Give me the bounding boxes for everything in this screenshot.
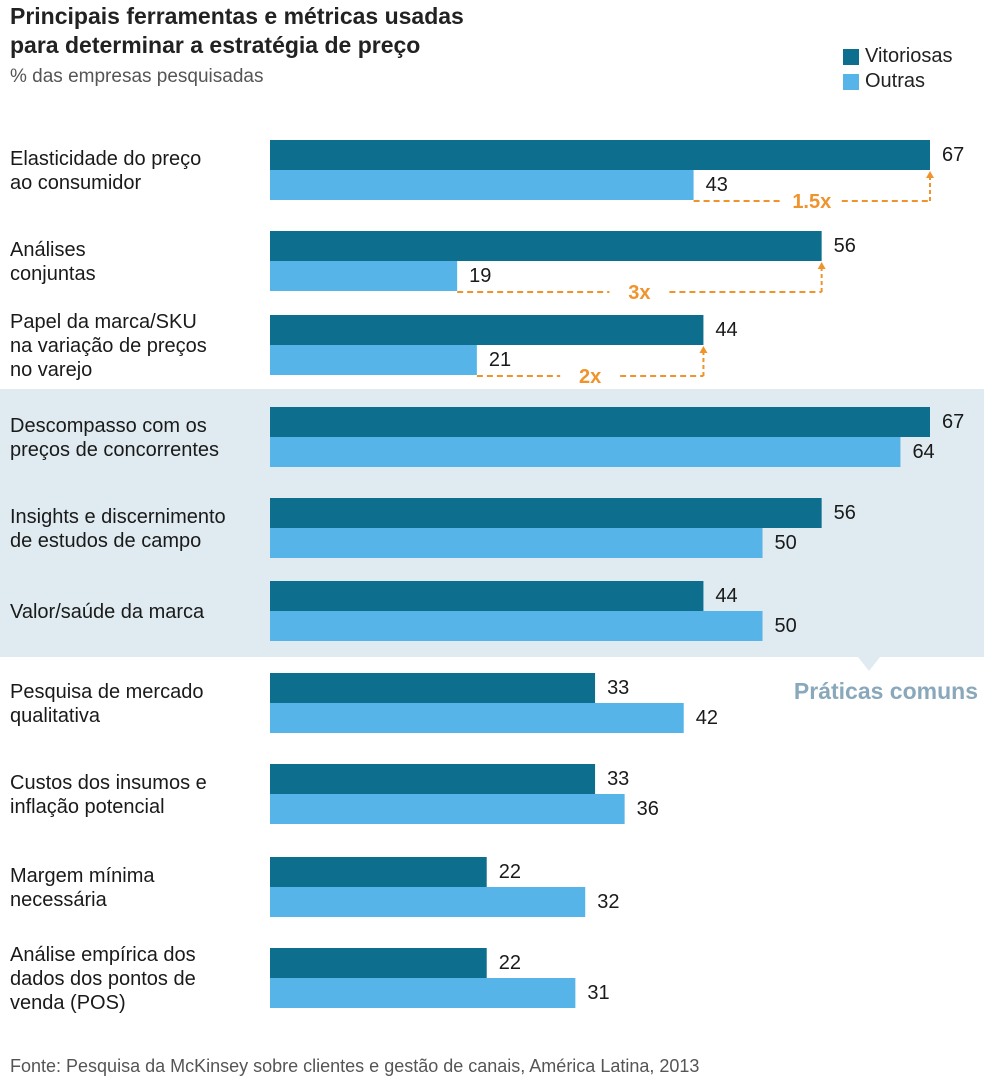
category-label-line: Descompasso com os xyxy=(10,415,207,437)
category-label-line: no varejo xyxy=(10,359,92,381)
category-label-line: venda (POS) xyxy=(10,992,126,1014)
bar-outras-8 xyxy=(270,887,586,917)
bar-chart: Práticas comuns Elasticidade do preço ao c… xyxy=(0,140,984,1014)
bar-vitoriosas-1 xyxy=(270,231,822,261)
category-label-line: Margem mínima xyxy=(10,865,155,887)
chart-title: Principais ferramentas e métricas usadas… xyxy=(10,2,464,60)
category-label-line: preços de concorrentes xyxy=(10,439,219,461)
value-label-outras-8: 32 xyxy=(597,891,619,913)
category-label-line: na variação de preços xyxy=(10,335,207,357)
value-label-vitoriosas-0: 67 xyxy=(942,144,964,166)
bar-vitoriosas-4 xyxy=(270,498,822,528)
value-label-vitoriosas-3: 67 xyxy=(942,411,964,433)
category-label-line: dados dos pontos de xyxy=(10,968,196,990)
legend-label-vitoriosas: Vitoriosas xyxy=(865,45,953,67)
bar-outras-5 xyxy=(270,611,763,641)
category-label-7: Custos dos insumos e inflação potencial xyxy=(10,772,207,818)
bar-outras-6 xyxy=(270,703,684,733)
category-label-line: inflação potencial xyxy=(10,796,165,818)
value-label-vitoriosas-7: 33 xyxy=(607,768,629,790)
category-label-line: Valor/saúde da marca xyxy=(10,601,205,623)
category-label-line: Papel da marca/SKU xyxy=(10,311,197,333)
annotation-arrowhead-1 xyxy=(817,262,826,269)
category-label-line: necessária xyxy=(10,889,108,911)
bar-vitoriosas-9 xyxy=(270,948,487,978)
chart-title-line-1: Principais ferramentas e métricas usadas xyxy=(10,3,464,29)
bar-vitoriosas-3 xyxy=(270,407,930,437)
category-label-1: Análises conjuntas xyxy=(10,239,96,285)
bar-outras-1 xyxy=(270,261,458,291)
source-note: Fonte: Pesquisa da McKinsey sobre client… xyxy=(10,1056,700,1076)
bar-outras-3 xyxy=(270,437,901,467)
annotation-label-1: 3x xyxy=(628,282,650,304)
category-label-line: Análise empírica dos xyxy=(10,944,196,966)
category-label-line: qualitativa xyxy=(10,705,101,727)
category-label-line: Pesquisa de mercado xyxy=(10,681,203,703)
bar-outras-0 xyxy=(270,170,694,200)
legend: Vitoriosas Outras xyxy=(843,44,952,94)
bar-outras-9 xyxy=(270,978,576,1008)
value-label-outras-9: 31 xyxy=(587,982,609,1004)
category-label-line: de estudos de campo xyxy=(10,530,201,552)
annotation-arrowhead-0 xyxy=(926,171,934,178)
category-label-2: Papel da marca/SKU na variação de preços n… xyxy=(10,311,207,381)
annotation-arrowhead-2 xyxy=(699,346,708,353)
category-label-5: Valor/saúde da marca xyxy=(10,601,205,623)
category-label-line: Análises xyxy=(10,239,86,261)
category-label-4: Insights e discernimento de estudos de ca… xyxy=(10,506,226,552)
category-label-line: Custos dos insumos e xyxy=(10,772,207,794)
bar-vitoriosas-5 xyxy=(270,581,704,611)
value-label-outras-3: 64 xyxy=(912,441,934,463)
category-label-3: Descompasso com os preços de concorrentes xyxy=(10,415,219,461)
legend-swatch-vitoriosas xyxy=(843,48,859,65)
category-label-line: Insights e discernimento xyxy=(10,506,226,528)
bar-outras-2 xyxy=(270,345,477,375)
category-label-0: Elasticidade do preço ao consumidor xyxy=(10,148,201,194)
legend-label-outras: Outras xyxy=(865,70,926,92)
bar-vitoriosas-7 xyxy=(270,764,596,794)
value-label-outras-1: 19 xyxy=(469,265,491,287)
highlight-label: Práticas comuns xyxy=(794,678,978,704)
value-label-vitoriosas-9: 22 xyxy=(499,952,521,974)
value-label-outras-2: 21 xyxy=(489,349,511,371)
value-label-outras-0: 43 xyxy=(706,174,728,196)
legend-item-outras: Outras xyxy=(843,69,952,94)
bar-outras-7 xyxy=(270,794,625,824)
category-label-6: Pesquisa de mercado qualitativa xyxy=(10,681,203,727)
highlight-pointer xyxy=(858,657,880,671)
legend-item-vitoriosas: Vitoriosas xyxy=(843,44,952,69)
value-label-vitoriosas-4: 56 xyxy=(834,502,856,524)
value-label-vitoriosas-8: 22 xyxy=(499,861,521,883)
value-label-outras-7: 36 xyxy=(637,798,659,820)
annotation-label-0: 1.5x xyxy=(792,191,831,213)
value-label-vitoriosas-2: 44 xyxy=(715,319,737,341)
value-label-outras-5: 50 xyxy=(775,615,797,637)
value-label-outras-4: 50 xyxy=(775,532,797,554)
category-label-line: conjuntas xyxy=(10,263,96,285)
bar-vitoriosas-6 xyxy=(270,673,596,703)
category-label-9: Análise empírica dos dados dos pontos de v… xyxy=(10,944,196,1014)
chart-title-line-2: para determinar a estratégia de preço xyxy=(10,32,421,58)
bar-vitoriosas-2 xyxy=(270,315,704,345)
value-label-vitoriosas-1: 56 xyxy=(834,235,856,257)
category-label-8: Margem mínima necessária xyxy=(10,865,155,911)
value-label-outras-6: 42 xyxy=(696,707,718,729)
chart-subtitle: % das empresas pesquisadas xyxy=(10,66,264,87)
bar-outras-4 xyxy=(270,528,763,558)
value-label-vitoriosas-5: 44 xyxy=(715,585,737,607)
bar-vitoriosas-8 xyxy=(270,857,487,887)
bar-vitoriosas-0 xyxy=(270,140,930,170)
category-label-line: ao consumidor xyxy=(10,172,142,194)
value-label-vitoriosas-6: 33 xyxy=(607,677,629,699)
category-label-line: Elasticidade do preço xyxy=(10,148,201,170)
legend-swatch-outras xyxy=(843,73,859,90)
annotation-label-2: 2x xyxy=(579,366,601,388)
